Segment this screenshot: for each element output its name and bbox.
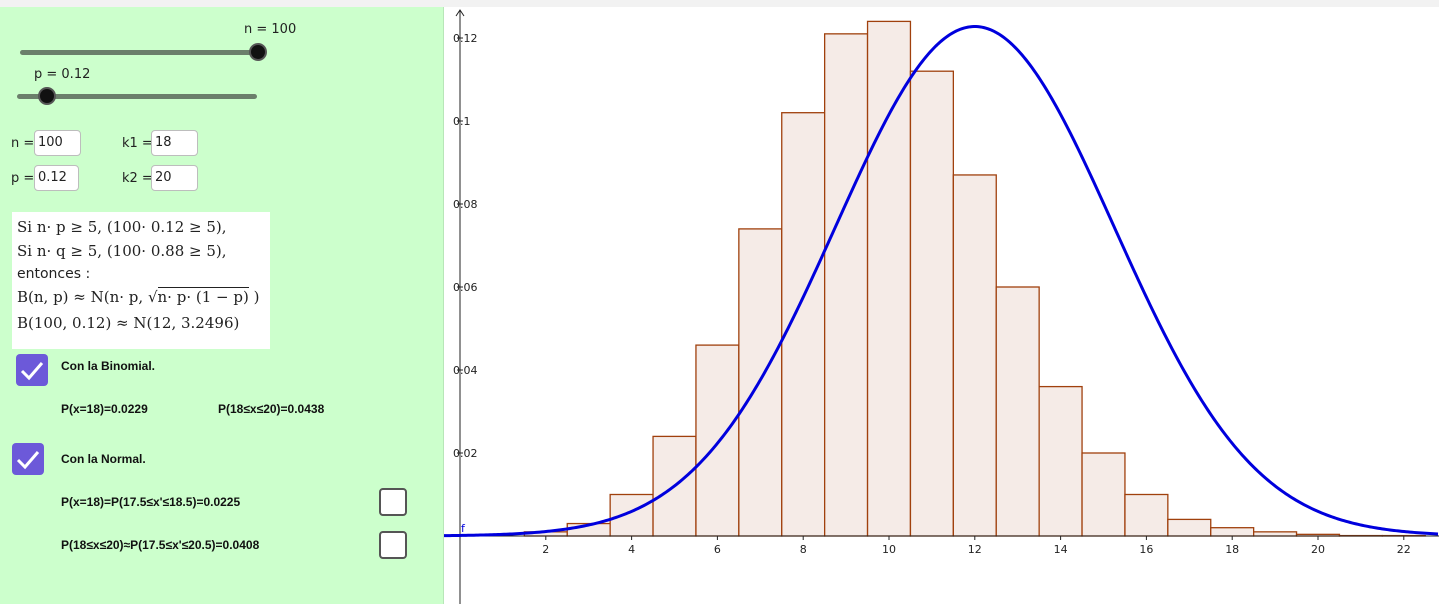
normal-checkbox[interactable]	[12, 443, 44, 475]
formula-line-general: B(n, p) ≈ N(n· p, √n· p· (1 − p) )	[17, 287, 260, 306]
binomial-prob-point: P(x=18)=0.0229	[61, 402, 148, 416]
sqrt-symbol: √	[147, 288, 158, 306]
normal-prob-range-checkbox[interactable]	[379, 531, 407, 559]
x-tick-label: 20	[1311, 543, 1325, 556]
formula-general-prefix: B(n, p) ≈ N(n· p,	[17, 288, 148, 306]
y-tick-label: 0.08	[453, 198, 478, 211]
k1-input-label: k1 =	[122, 136, 153, 151]
n-input-label: n =	[11, 136, 35, 151]
histogram-bar	[1081, 452, 1126, 537]
check-icon	[16, 451, 40, 470]
histogram-bar	[909, 70, 955, 537]
n-input[interactable]: 100	[34, 130, 81, 156]
distribution-chart[interactable]: 2 4 6 8 10 12 14 16 18 20 22 0.02 0.04 0.06 0.08 0.1 0.1…	[444, 7, 1439, 604]
histogram-bar	[695, 344, 740, 537]
k1-input[interactable]: 18	[151, 130, 198, 156]
y-axis-arrow	[455, 9, 465, 17]
histogram-bar	[866, 20, 912, 537]
histogram-bar	[1167, 518, 1212, 537]
histogram-bar	[952, 174, 997, 537]
normal-curve	[444, 25, 1439, 538]
x-tick-label: 4	[628, 543, 635, 556]
slider-n-label: n = 100	[244, 22, 297, 37]
histogram-bar	[609, 493, 654, 537]
histogram-bars	[523, 20, 1426, 537]
x-tick-label: 2	[542, 543, 549, 556]
k2-input[interactable]: 20	[151, 165, 198, 191]
function-label: f	[461, 522, 466, 535]
x-tick-label: 6	[714, 543, 721, 556]
formula-line-specific: B(100, 0.12) ≈ N(12, 3.2496)	[17, 314, 240, 332]
formula-general-suffix: )	[248, 288, 260, 306]
chart-labels: 2 4 6 8 10 12 14 16 18 20 22 0.02 0.04 0.06 0.08 0.1 0.1…	[453, 32, 1411, 556]
binomial-checkbox-label: Con la Binomial.	[61, 359, 156, 373]
p-input[interactable]: 0.12	[34, 165, 79, 191]
y-tick-label: 0.12	[453, 32, 478, 45]
binomial-prob-range: P(18≤x≤20)=0.0438	[218, 402, 325, 416]
slider-n-track[interactable]	[20, 50, 260, 55]
histogram-bar	[823, 33, 869, 537]
x-tick-label: 16	[1139, 543, 1153, 556]
slider-p-track[interactable]	[17, 94, 257, 99]
slider-p-handle[interactable]	[38, 87, 56, 105]
histogram-bar	[995, 286, 1040, 537]
top-strip	[0, 0, 1439, 7]
formula-box: Si n· p ≥ 5, (100· 0.12 ≥ 5), Si n· q ≥ …	[12, 212, 270, 349]
k2-input-label: k2 =	[122, 171, 153, 186]
x-tick-label: 10	[882, 543, 896, 556]
x-tick-label: 8	[800, 543, 807, 556]
histogram-bar	[1038, 385, 1083, 537]
histogram-bar	[1253, 531, 1298, 537]
normal-prob-point-checkbox[interactable]	[379, 488, 407, 516]
normal-prob-range: P(18≤x≤20)≈P(17.5≤x'≤20.5)=0.0408	[61, 538, 260, 552]
formula-line-np: Si n· p ≥ 5, (100· 0.12 ≥ 5),	[17, 218, 227, 236]
p-input-label: p =	[11, 171, 35, 186]
y-tick-label: 0.1	[453, 115, 471, 128]
x-tick-label: 18	[1225, 543, 1239, 556]
x-tick-label: 22	[1397, 543, 1411, 556]
x-tick-label: 14	[1054, 543, 1068, 556]
y-tick-label: 0.06	[453, 281, 478, 294]
histogram-bar	[1124, 493, 1169, 537]
y-tick-label: 0.04	[453, 364, 478, 377]
formula-line-entonces: entonces :	[17, 266, 91, 282]
binomial-checkbox[interactable]	[16, 354, 48, 386]
normal-checkbox-label: Con la Normal.	[61, 452, 146, 466]
x-tick-label: 12	[968, 543, 982, 556]
y-tick-label: 0.02	[453, 447, 478, 460]
histogram-bar	[1210, 527, 1255, 537]
check-icon	[20, 362, 44, 381]
formula-line-nq: Si n· q ≥ 5, (100· 0.88 ≥ 5),	[17, 242, 227, 260]
normal-prob-point: P(x=18)=P(17.5≤x'≤18.5)=0.0225	[61, 495, 241, 509]
slider-n-handle[interactable]	[249, 43, 267, 61]
formula-radicand: n· p· (1 − p)	[157, 287, 249, 306]
chart-axes	[444, 9, 1439, 604]
slider-p-label: p = 0.12	[34, 67, 91, 82]
histogram-bar	[781, 112, 826, 537]
